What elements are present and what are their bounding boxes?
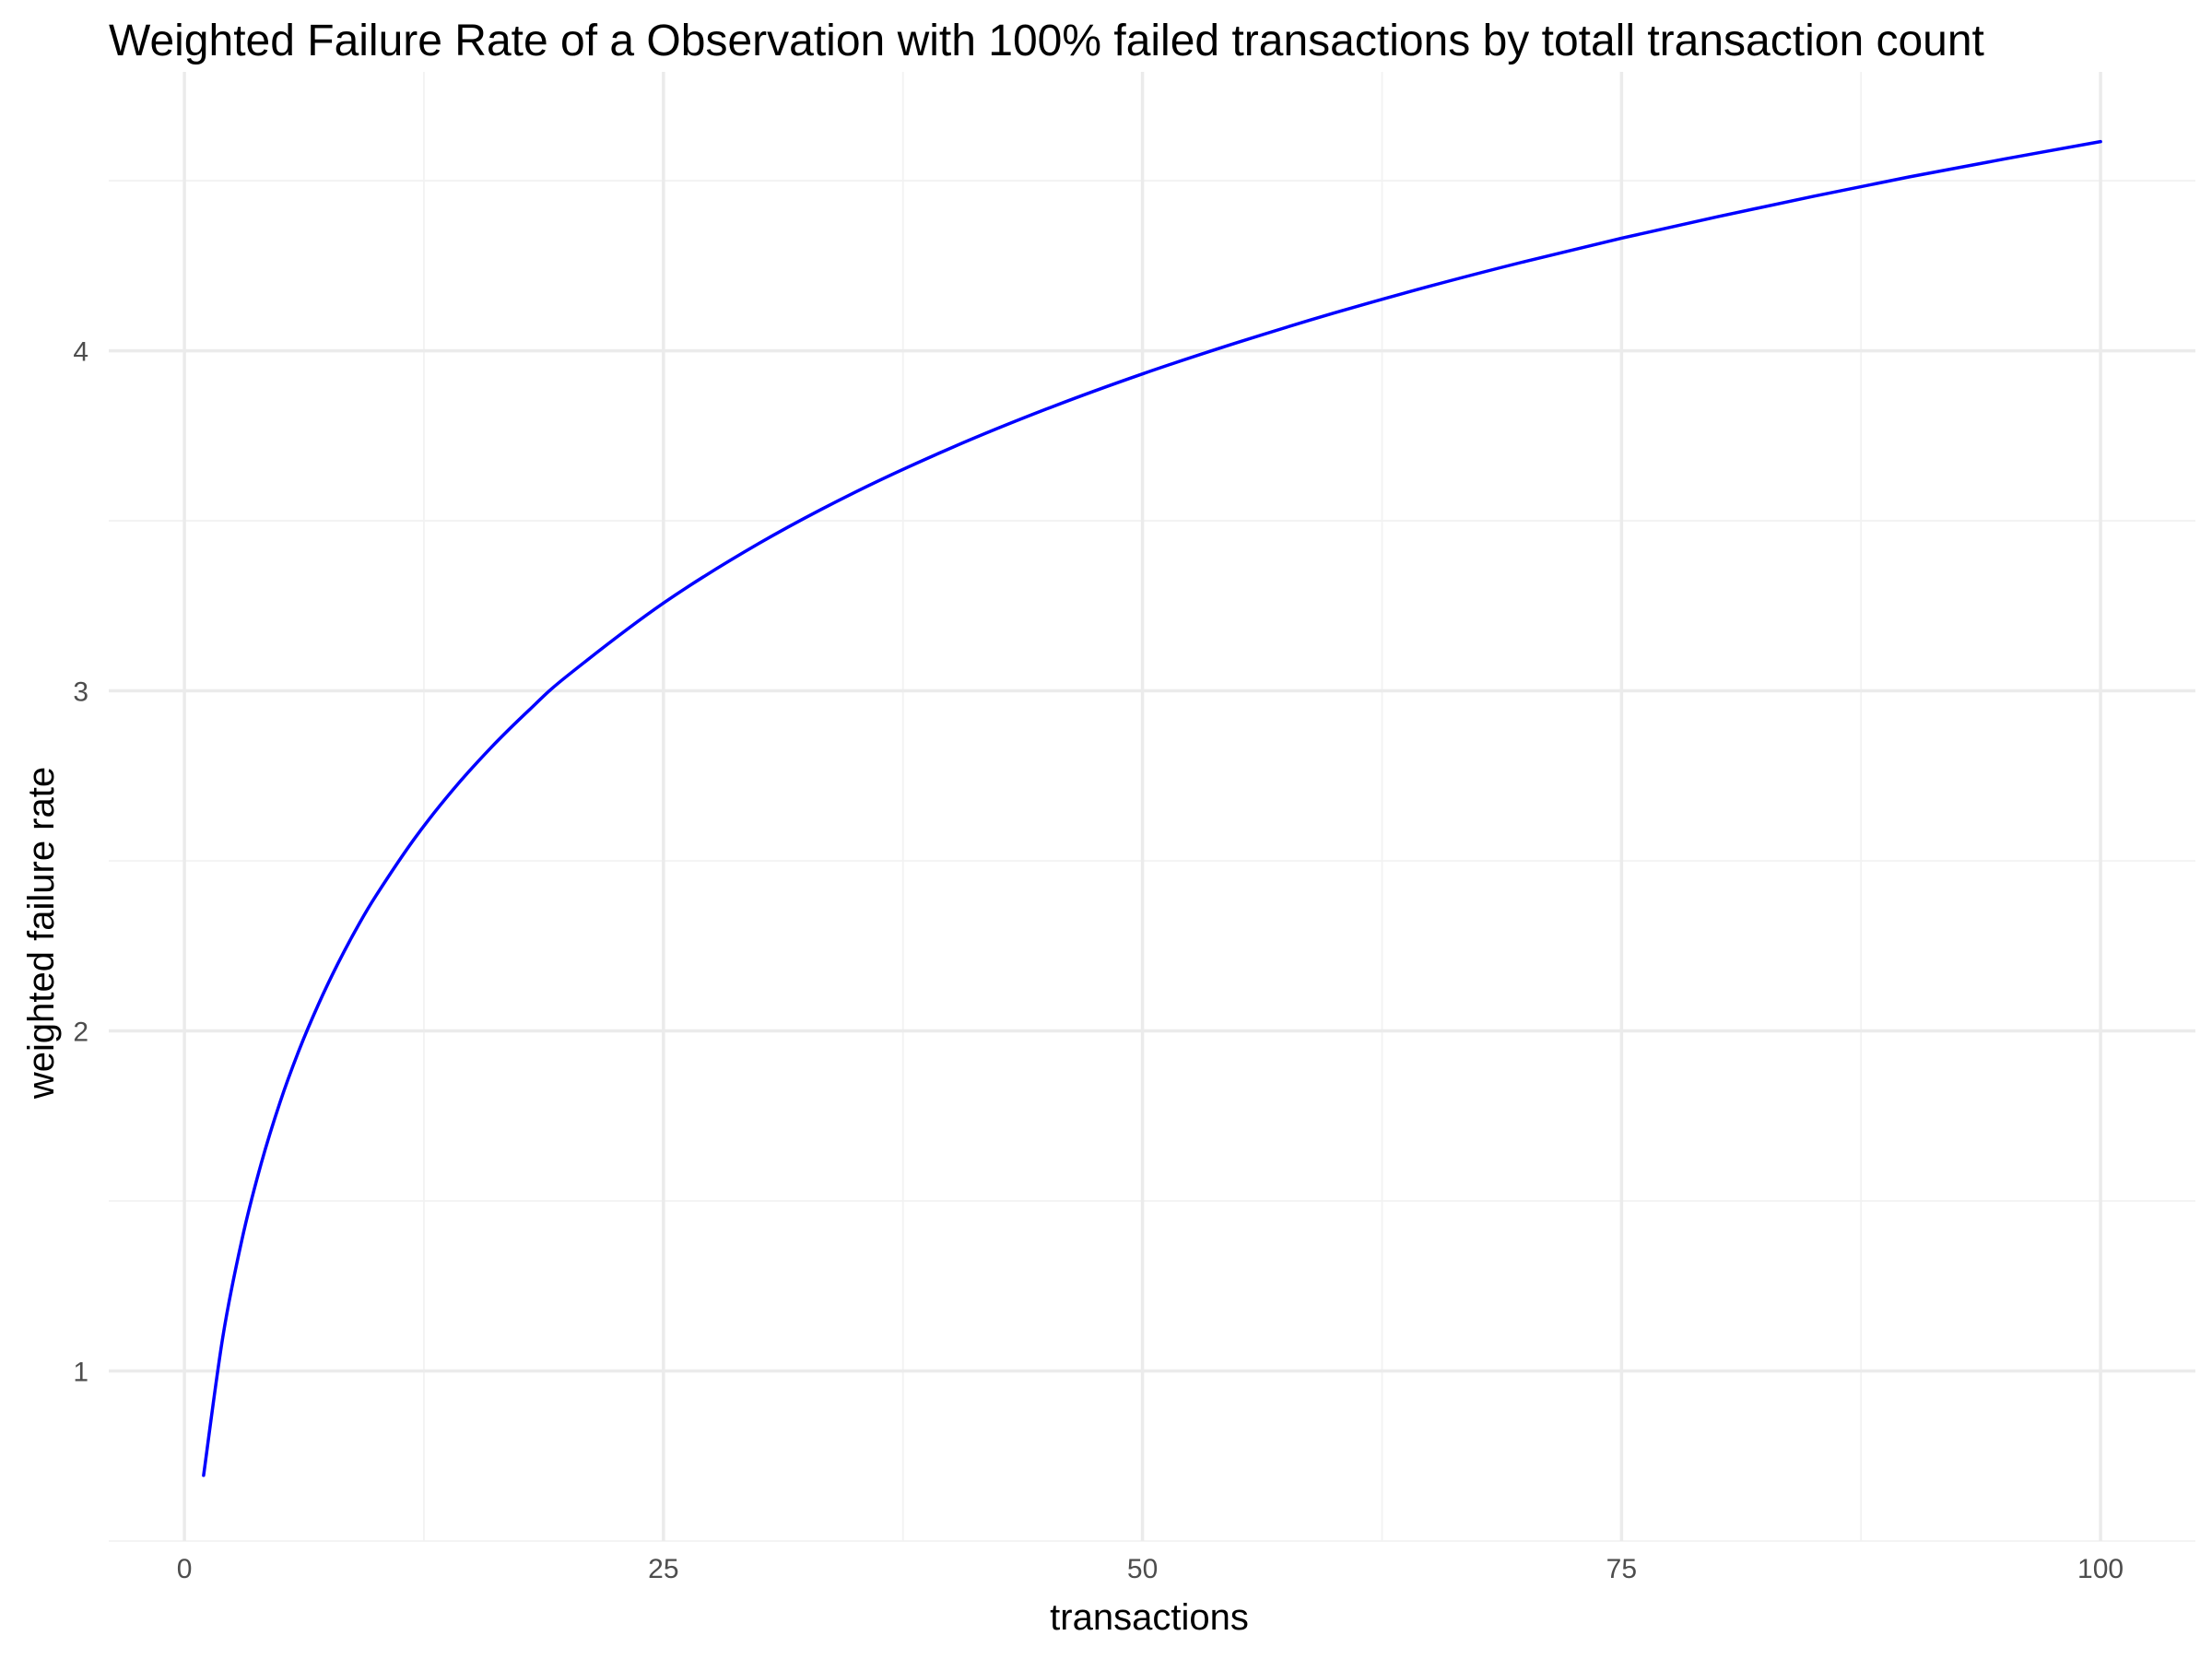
series-group (202, 139, 2102, 1477)
y-tick-label: 4 (73, 337, 88, 368)
x-axis-ticks: 0 25 50 75 100 (177, 1554, 2124, 1584)
y-tick-label: 1 (73, 1358, 88, 1388)
minor-gridlines (109, 72, 2195, 1542)
x-tick-label: 100 (2077, 1554, 2124, 1584)
x-tick-label: 75 (1606, 1554, 1637, 1584)
y-tick-label: 2 (73, 1018, 88, 1048)
series-line-weighted-failure-rate (202, 139, 2102, 1477)
major-gridlines (109, 72, 2195, 1541)
x-axis-label: transactions (1050, 1597, 1249, 1638)
y-axis-ticks: 1 2 3 4 (73, 337, 88, 1388)
x-tick-label: 50 (1127, 1554, 1158, 1584)
chart-title: Weighted Failure Rate of a Observation w… (109, 17, 1984, 65)
x-tick-label: 25 (648, 1554, 678, 1584)
y-tick-label: 3 (73, 677, 88, 708)
y-axis-label: weighted failure rate (21, 767, 62, 1100)
x-tick-label: 0 (177, 1554, 193, 1584)
